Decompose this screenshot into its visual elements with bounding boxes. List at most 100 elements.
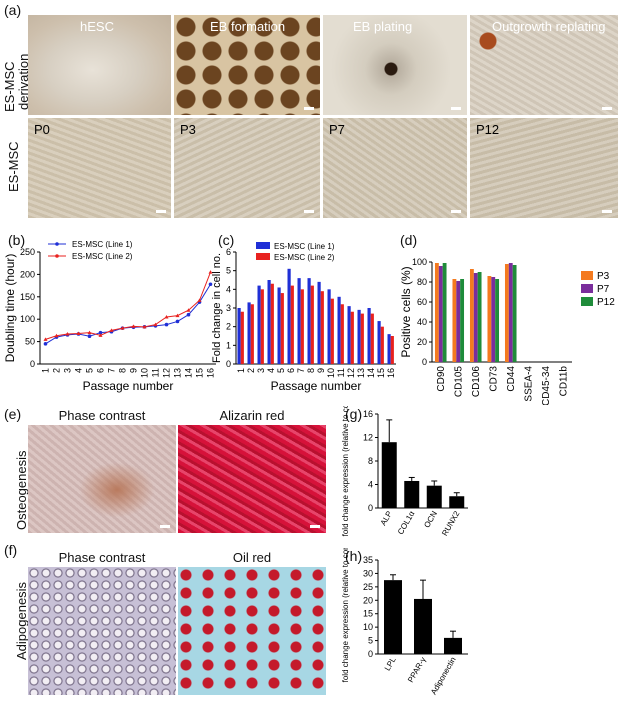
x-tick-label: 15 xyxy=(195,368,205,378)
bar xyxy=(442,263,447,362)
photo-label-eb-plating: EB plating xyxy=(353,19,413,34)
photo-p12: P12 xyxy=(470,118,618,218)
bar xyxy=(390,336,394,364)
x-tick-label: 12 xyxy=(346,368,356,378)
bar xyxy=(277,287,281,364)
panel-label-f: (f) xyxy=(4,542,18,558)
photo-label-p7: P7 xyxy=(329,122,345,137)
row-label-osteogenesis: Osteogenesis xyxy=(14,450,29,531)
y-tick-label: 5 xyxy=(368,636,373,646)
y-tick-label: 35 xyxy=(363,555,373,565)
bar xyxy=(287,268,291,364)
data-point xyxy=(142,324,147,329)
bar xyxy=(267,280,271,364)
row-label-derivation-1: ES-MSC xyxy=(2,61,17,112)
data-point xyxy=(186,308,191,312)
bar xyxy=(381,442,397,508)
data-point xyxy=(87,330,92,335)
legend-label: ES-MSC (Line 1) xyxy=(274,242,335,251)
x-tick-label: 5 xyxy=(276,368,286,373)
photo-osteo-phase xyxy=(28,425,176,533)
x-tick-label: 2 xyxy=(246,368,256,373)
y-tick-label: 4 xyxy=(368,480,373,490)
y-tick-label: 40 xyxy=(417,317,427,327)
legend-label: ES-MSC (Line 1) xyxy=(72,240,133,249)
series-line xyxy=(45,283,211,345)
x-tick-label: 9 xyxy=(129,368,139,373)
bar xyxy=(250,304,254,364)
data-point xyxy=(98,330,103,335)
y-tick-label: 100 xyxy=(412,257,427,267)
legend-swatch xyxy=(256,242,270,249)
x-tick-label: 1 xyxy=(41,368,51,373)
bar xyxy=(444,637,462,654)
x-tick-label: CD106 xyxy=(471,366,482,398)
bar xyxy=(330,298,334,364)
photo-label-hesc: hESC xyxy=(80,19,114,34)
x-tick-label: 11 xyxy=(151,368,161,377)
photo-label-p3: P3 xyxy=(180,122,196,137)
y-tick-label: 2 xyxy=(226,322,231,332)
x-tick-label: 8 xyxy=(118,368,128,373)
data-point xyxy=(197,298,202,302)
legend-swatch xyxy=(581,284,593,293)
data-point xyxy=(208,270,213,274)
legend-swatch xyxy=(256,253,270,260)
x-tick-label: 5 xyxy=(85,368,95,373)
x-tick-label: 2 xyxy=(52,368,62,373)
panel-label-b: (b) xyxy=(8,232,26,248)
bar xyxy=(240,311,244,364)
x-tick-label: CD90 xyxy=(436,366,447,392)
bar xyxy=(495,279,500,362)
legend-label: P12 xyxy=(597,297,615,308)
x-tick-label: 10 xyxy=(326,368,336,378)
bar xyxy=(456,281,461,362)
y-tick-label: 1 xyxy=(226,340,231,350)
bar xyxy=(473,273,478,362)
legend-label: P7 xyxy=(597,284,610,295)
photo-hesc: hESC xyxy=(28,15,171,115)
y-tick-label: 0 xyxy=(422,357,427,367)
y-tick-label: 5 xyxy=(226,266,231,276)
bar xyxy=(460,279,465,362)
bar xyxy=(508,263,513,362)
data-point xyxy=(208,282,213,287)
adipo-title-oil-red: Oil red xyxy=(232,550,272,565)
bar xyxy=(280,293,284,364)
x-axis-label: Passage number xyxy=(83,379,174,393)
y-tick-label: 15 xyxy=(363,609,373,619)
bar xyxy=(487,276,492,362)
x-tick-label: 14 xyxy=(366,368,376,378)
x-tick-label: 7 xyxy=(107,368,117,373)
x-tick-label: SSEA-4 xyxy=(523,366,534,402)
x-tick-label: CD73 xyxy=(488,366,499,392)
y-tick-label: 20 xyxy=(417,337,427,347)
data-point xyxy=(175,313,180,318)
y-tick-label: 80 xyxy=(417,277,427,287)
panel-label-e: (e) xyxy=(4,406,22,422)
y-tick-label: 60 xyxy=(417,297,427,307)
photo-label-p0: P0 xyxy=(34,122,50,137)
x-tick-label: 6 xyxy=(96,368,106,373)
data-point xyxy=(164,314,169,319)
x-tick-label: 15 xyxy=(376,368,386,378)
x-tick-label: Adiponectin xyxy=(429,656,458,697)
x-tick-label: 16 xyxy=(386,368,396,378)
chart-osteo-expression: 0 4 8 12 16 fold change expression (relative … xyxy=(341,406,468,537)
data-point xyxy=(87,334,92,339)
row-label-es-msc: ES-MSC xyxy=(6,141,21,192)
bar xyxy=(317,281,321,364)
photo-label-p12: P12 xyxy=(476,122,500,137)
x-tick-label: CD105 xyxy=(453,366,464,398)
panel-label-h: (h) xyxy=(345,548,363,564)
photo-p3: P3 xyxy=(174,118,320,218)
x-tick-label: 10 xyxy=(140,368,150,378)
data-point xyxy=(164,322,169,327)
y-tick-label: 6 xyxy=(226,247,231,257)
x-tick-label: 13 xyxy=(173,368,183,378)
legend-marker xyxy=(55,254,59,258)
bar xyxy=(404,480,420,508)
bar xyxy=(300,289,304,364)
